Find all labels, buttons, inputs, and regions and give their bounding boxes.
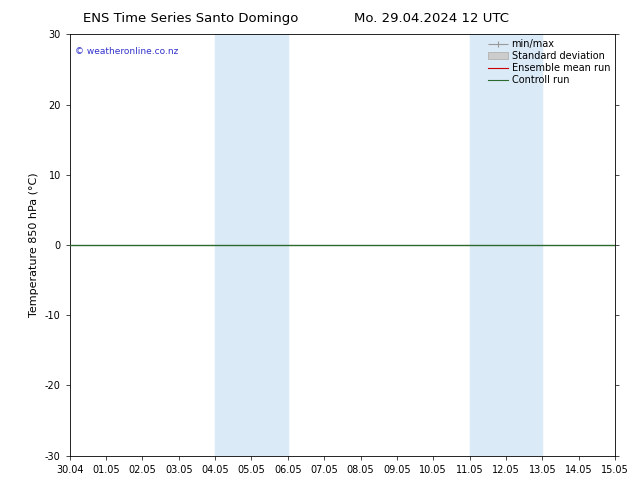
Text: ENS Time Series Santo Domingo: ENS Time Series Santo Domingo	[82, 12, 298, 25]
Y-axis label: Temperature 850 hPa (°C): Temperature 850 hPa (°C)	[29, 172, 39, 318]
Bar	[252, 34, 288, 456]
Text: Mo. 29.04.2024 12 UTC: Mo. 29.04.2024 12 UTC	[354, 12, 508, 25]
Text: © weatheronline.co.nz: © weatheronline.co.nz	[75, 47, 179, 56]
Bar	[215, 34, 252, 456]
Bar	[506, 34, 542, 456]
Legend: min/max, Standard deviation, Ensemble mean run, Controll run: min/max, Standard deviation, Ensemble me…	[486, 37, 612, 87]
Bar	[470, 34, 506, 456]
